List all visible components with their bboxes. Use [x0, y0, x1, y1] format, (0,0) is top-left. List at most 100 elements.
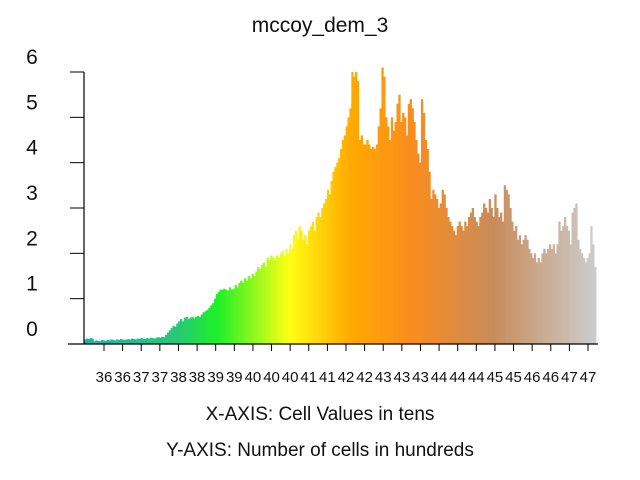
histogram-bar — [240, 280, 243, 344]
histogram-bar — [537, 257, 540, 344]
histogram-bar — [117, 339, 121, 344]
histogram-bar — [93, 341, 96, 344]
histogram-bar — [319, 217, 322, 344]
histogram-bar — [509, 208, 512, 344]
histogram-bar — [592, 244, 595, 344]
histogram-bar — [483, 203, 486, 344]
histogram-bar — [385, 117, 388, 344]
histogram-bar — [236, 287, 239, 344]
bars-group — [84, 67, 597, 345]
histogram-bar — [594, 266, 597, 344]
x-tick-label: 43 — [375, 369, 392, 386]
histogram-bar — [343, 135, 347, 344]
histogram-bar — [373, 149, 377, 344]
x-tick-label: 41 — [319, 369, 336, 386]
histogram-bar — [503, 185, 507, 344]
histogram-bar — [223, 288, 226, 344]
histogram-bar — [550, 248, 554, 344]
histogram-bar — [249, 278, 252, 344]
y-tick-label: 0 — [26, 318, 38, 341]
histogram-bar — [202, 312, 205, 344]
histogram-bar — [170, 328, 173, 344]
histogram-bar — [308, 230, 311, 344]
histogram-bar — [580, 253, 584, 344]
x-axis-caption: X-AXIS: Cell Values in tens — [205, 404, 435, 425]
histogram-bar — [255, 271, 258, 344]
y-tick-label: 4 — [26, 137, 38, 160]
histogram-bar — [347, 117, 350, 344]
histogram-bar — [466, 226, 469, 344]
histogram-bar — [274, 260, 277, 344]
histogram-bar — [486, 212, 490, 344]
histogram-bar — [370, 149, 373, 344]
x-tick-label: 38 — [189, 369, 206, 386]
histogram-bar — [526, 239, 529, 344]
histogram-bar — [579, 248, 582, 344]
histogram-bar — [558, 221, 561, 344]
histogram-bar — [189, 317, 192, 344]
histogram-bar — [204, 311, 207, 344]
histogram-bar — [313, 230, 316, 344]
histogram-bar — [505, 189, 508, 344]
histogram-bar — [298, 226, 301, 344]
histogram-bar — [415, 140, 418, 344]
histogram-bar — [230, 289, 234, 344]
x-tick-label: 38 — [170, 369, 187, 386]
histogram-bar — [155, 337, 158, 344]
histogram-bar — [268, 260, 271, 344]
histogram-bar — [569, 244, 572, 344]
histogram-bar — [196, 315, 200, 344]
histogram-bar — [358, 140, 362, 344]
histogram-bar — [468, 217, 471, 344]
histogram-bar — [481, 212, 484, 344]
histogram-bar — [379, 108, 382, 345]
histogram-bar — [110, 339, 113, 344]
x-tick-label: 41 — [300, 369, 317, 386]
histogram-bar — [543, 248, 546, 344]
histogram-bar — [208, 307, 211, 344]
histogram-bar — [95, 340, 98, 344]
histogram-bar — [238, 282, 241, 344]
histogram-bar — [245, 280, 249, 344]
histogram-bar — [215, 294, 219, 344]
histogram-bar — [166, 332, 170, 344]
histogram-bar — [437, 208, 441, 344]
histogram-bar — [227, 290, 230, 344]
y-tick-label: 3 — [26, 182, 38, 205]
histogram-bar — [304, 235, 307, 344]
histogram-bar — [500, 212, 503, 344]
histogram-bar — [198, 316, 202, 344]
x-tick-label: 36 — [96, 369, 113, 386]
histogram-bar — [473, 217, 476, 344]
histogram-bar — [413, 121, 416, 345]
histogram-bar — [400, 121, 403, 345]
histogram-bar — [266, 257, 269, 344]
histogram-bar — [264, 266, 267, 344]
histogram-bar — [388, 140, 392, 344]
histogram-bar — [142, 338, 145, 344]
x-tick-label: 43 — [412, 369, 429, 386]
histogram-bar — [460, 226, 463, 344]
histogram-bar — [567, 230, 571, 344]
histogram-bar — [422, 112, 426, 344]
histogram-bar — [383, 76, 386, 344]
histogram-bar — [262, 262, 266, 344]
histogram-bar — [441, 189, 444, 344]
histogram-bar — [584, 262, 587, 344]
histogram-bar — [161, 336, 164, 344]
histogram-bar — [159, 337, 162, 344]
x-tick-label: 39 — [207, 369, 224, 386]
histogram-bar — [507, 194, 510, 344]
histogram-bar — [588, 253, 591, 344]
histogram-bar — [183, 317, 187, 344]
histogram-bar — [586, 257, 589, 344]
histogram-bar — [272, 257, 275, 344]
histogram-bar — [336, 162, 339, 344]
histogram-bar — [85, 338, 89, 344]
histogram-bar — [571, 212, 574, 344]
histogram-bar — [375, 144, 379, 344]
x-tick-label: 37 — [133, 369, 150, 386]
histogram-bar — [419, 162, 422, 344]
histogram-bar — [178, 321, 181, 344]
